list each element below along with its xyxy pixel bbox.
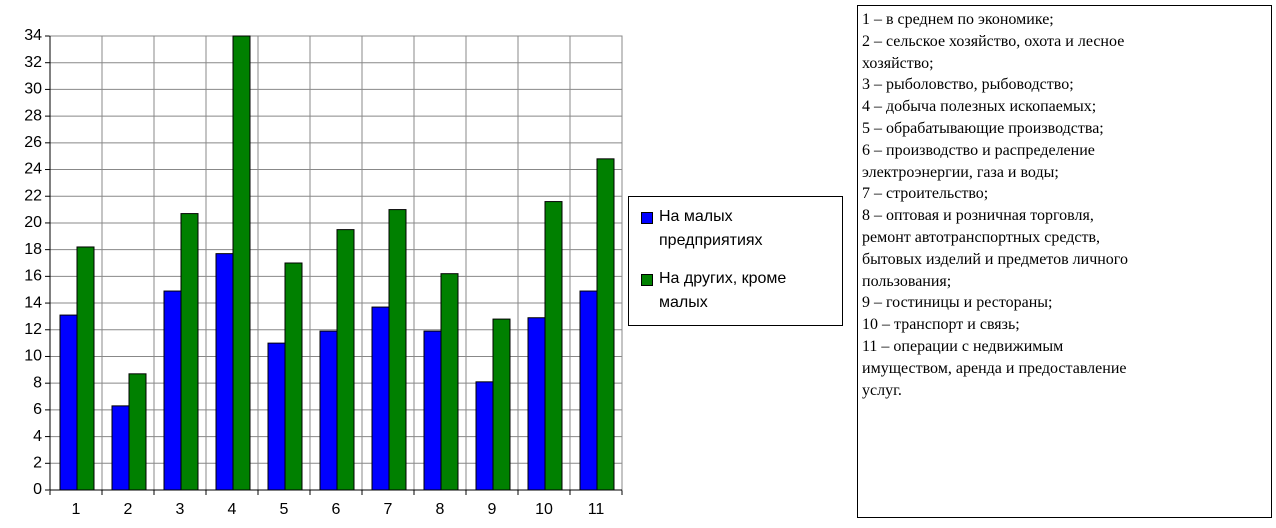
note-line: 2 – сельское хозяйство, охота и лесное (862, 32, 1125, 50)
legend-swatch (641, 274, 653, 286)
y-tick-label: 10 (24, 348, 42, 365)
note-line: имуществом, аренда и предоставление (862, 359, 1127, 377)
note-line: 11 – операции с недвижимым (862, 337, 1064, 355)
bar (544, 201, 563, 491)
bar (111, 405, 130, 491)
y-tick-label: 2 (33, 455, 42, 472)
y-tick-label: 0 (33, 481, 42, 498)
bar (336, 229, 355, 491)
x-tick-label: 9 (488, 501, 497, 518)
note-line: услуг. (862, 381, 902, 399)
bar (284, 262, 303, 491)
y-tick-label: 30 (24, 81, 42, 98)
bar (267, 342, 286, 491)
bar (475, 381, 494, 491)
legend-label: На других, кроме малых (659, 270, 787, 311)
bar (76, 246, 95, 491)
bar (59, 314, 78, 491)
bar (319, 330, 338, 491)
bar (180, 213, 199, 491)
y-tick-label: 12 (24, 321, 42, 338)
bar (215, 253, 234, 491)
bar (527, 317, 546, 491)
x-tick-label: 10 (535, 501, 553, 518)
note-line: 1 – в среднем по экономике; (862, 11, 1054, 28)
y-tick-label: 8 (33, 374, 42, 391)
y-tick-label: 24 (24, 161, 42, 178)
legend: На малых предприятиях На других, кроме ма… (628, 196, 843, 326)
note-line: 10 – транспорт и связь; (862, 316, 1020, 334)
bar (492, 318, 511, 491)
bar (596, 158, 615, 491)
note-line: бытовых изделий и предметов личного (862, 250, 1128, 268)
notes-box: 1 – в среднем по экономике; 2 – сельское … (857, 5, 1272, 518)
bar (371, 306, 390, 491)
note-line: хозяйство; (862, 54, 934, 72)
y-tick-label: 26 (24, 134, 42, 151)
note-line: пользования; (862, 272, 952, 290)
bar (163, 290, 182, 491)
legend-swatch (641, 212, 653, 224)
legend-item: На малых предприятиях (635, 205, 836, 253)
note-line: электроэнергии, газа и воды; (862, 163, 1059, 181)
note-line: 8 – оптовая и розничная торговля, (862, 207, 1094, 225)
bar (232, 35, 251, 491)
note-line: 4 – добыча полезных ископаемых; (862, 98, 1097, 116)
y-tick-label: 20 (24, 214, 42, 231)
note-line: 6 – производство и распределение (862, 141, 1095, 159)
x-tick-label: 4 (228, 501, 237, 518)
bar (579, 290, 598, 491)
bar (440, 273, 459, 491)
y-tick-label: 32 (24, 54, 42, 71)
bar (128, 373, 147, 491)
note-line: 9 – гостиницы и рестораны; (862, 294, 1053, 312)
y-tick-label: 16 (24, 268, 42, 285)
y-tick-label: 6 (33, 401, 42, 418)
y-tick-label: 34 (24, 27, 42, 44)
legend-item: На других, кроме малых (635, 267, 836, 315)
note-line: 5 – обрабатывающие производства; (862, 119, 1104, 137)
x-tick-label: 8 (436, 501, 445, 518)
note-line: 3 – рыболовство, рыбоводство; (862, 76, 1074, 94)
y-tick-label: 18 (24, 241, 42, 258)
y-tick-label: 4 (33, 428, 42, 445)
bar (423, 330, 442, 491)
y-tick-label: 22 (24, 187, 42, 204)
y-tick-label: 14 (24, 294, 42, 311)
bar (388, 209, 407, 491)
x-tick-label: 6 (332, 501, 341, 518)
note-line: 7 – строительство; (862, 185, 989, 203)
x-tick-label: 3 (176, 501, 185, 518)
x-tick-label: 2 (124, 501, 133, 518)
x-tick-label: 1 (72, 501, 81, 518)
x-tick-label: 11 (588, 501, 605, 518)
y-tick-label: 28 (24, 107, 42, 124)
note-line: ремонт автотранспортных средств, (862, 228, 1100, 246)
x-tick-label: 7 (384, 501, 393, 518)
legend-label: На малых предприятиях (659, 208, 763, 249)
x-tick-label: 5 (280, 501, 289, 518)
